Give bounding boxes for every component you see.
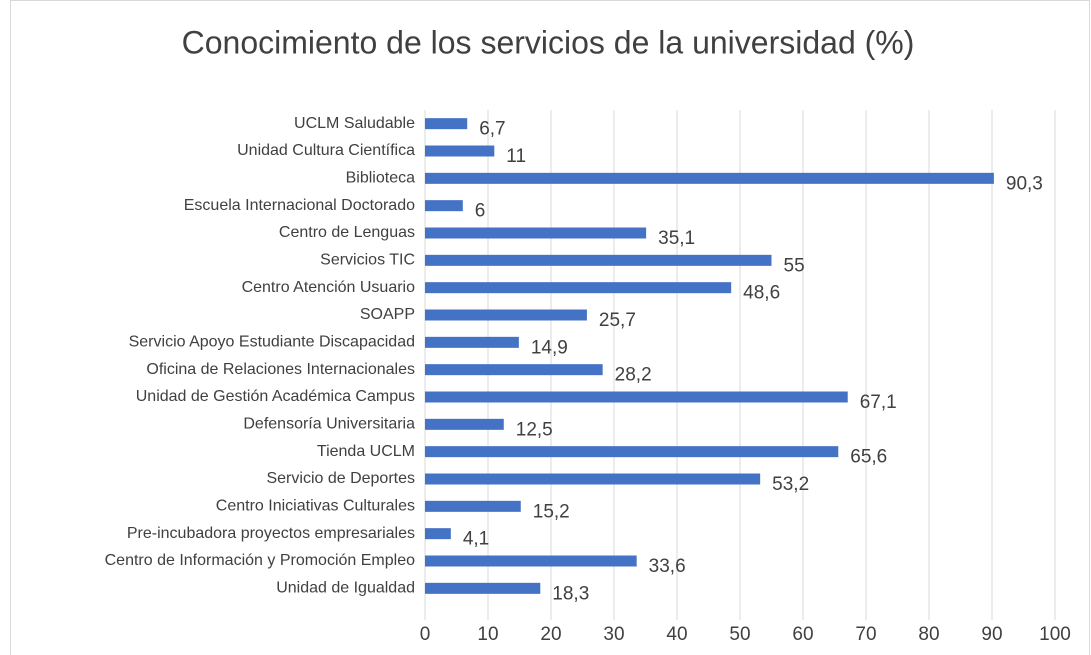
bar [425,500,521,512]
value-label: 65,6 [850,447,887,468]
bar [425,418,504,430]
value-label: 90,3 [1006,173,1043,194]
x-tick-label: 30 [603,624,624,645]
y-tick-label: Centro de Información y Promoción Empleo [105,552,415,569]
bar [425,528,451,540]
x-tick-label: 20 [540,624,561,645]
bar [425,282,732,294]
value-label: 35,1 [658,228,695,249]
bar [425,309,587,321]
bar [425,364,603,376]
value-label: 28,2 [615,365,652,386]
x-tick-label: 80 [918,624,939,645]
bar [425,172,994,184]
y-tick-label: Servicios TIC [320,252,415,269]
bar [425,254,772,266]
y-tick-label: Servicio Apoyo Estudiante Discapacidad [129,334,415,351]
y-tick-label: Centro de Lenguas [279,224,415,241]
y-tick-label: Unidad Cultura Científica [237,142,415,159]
x-tick-label: 90 [981,624,1002,645]
y-tick-label: Centro Iniciativas Culturales [216,498,415,515]
chart-title: Conocimiento de los servicios de la univ… [182,24,915,60]
y-tick-label: Biblioteca [346,170,415,187]
bar [425,336,519,348]
y-tick-label: Defensoría Universitaria [243,416,415,433]
bar [425,391,848,403]
value-label: 11 [506,146,526,167]
y-tick-label: Unidad de Igualdad [276,580,415,597]
value-label: 15,2 [533,501,570,522]
bar [425,473,761,485]
bar [425,446,839,458]
bar [425,227,647,239]
bar [425,145,495,157]
x-tick-label: 0 [420,624,431,645]
y-tick-label: Escuela Internacional Doctorado [184,197,415,214]
y-tick-label: UCLM Saludable [294,115,415,132]
x-tick-label: 10 [477,624,498,645]
value-label: 6 [475,201,486,222]
bar [425,200,463,212]
value-label: 53,2 [772,474,809,495]
value-label: 14,9 [531,337,568,358]
y-tick-label: SOAPP [360,306,415,323]
value-label: 67,1 [860,392,897,413]
y-tick-label: Tienda UCLM [317,443,415,460]
value-label: 25,7 [599,310,636,331]
value-label: 6,7 [479,119,505,140]
y-tick-label: Oficina de Relaciones Internacionales [146,361,415,378]
bar [425,582,541,594]
chart-border [10,0,1090,655]
x-tick-label: 50 [729,624,750,645]
value-label: 18,3 [552,583,589,604]
value-label: 48,6 [743,283,780,304]
x-tick-label: 70 [855,624,876,645]
bar [425,118,468,130]
x-tick-label: 40 [666,624,687,645]
value-label: 33,6 [649,556,686,577]
y-tick-label: Centro Atención Usuario [242,279,416,296]
value-label: 4,1 [463,529,489,550]
bar [425,555,637,567]
value-label: 12,5 [516,419,553,440]
value-label: 55 [784,255,805,276]
x-tick-label: 100 [1039,624,1071,645]
y-tick-label: Pre-incubadora proyectos empresariales [127,525,415,542]
y-tick-label: Unidad de Gestión Académica Campus [136,388,415,405]
y-tick-label: Servicio de Deportes [266,470,415,487]
x-tick-label: 60 [792,624,813,645]
